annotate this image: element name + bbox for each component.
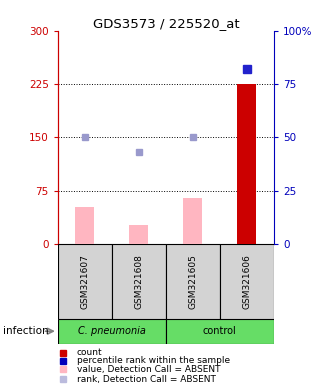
- Bar: [183, 198, 202, 244]
- Text: percentile rank within the sample: percentile rank within the sample: [77, 356, 230, 366]
- Text: GSM321608: GSM321608: [134, 254, 143, 309]
- Text: value, Detection Call = ABSENT: value, Detection Call = ABSENT: [77, 365, 220, 374]
- Bar: [237, 84, 256, 244]
- Text: GSM321605: GSM321605: [188, 254, 197, 309]
- Bar: [75, 207, 94, 244]
- Text: control: control: [203, 326, 237, 336]
- Text: GSM321607: GSM321607: [80, 254, 89, 309]
- Text: count: count: [77, 348, 102, 357]
- Text: rank, Detection Call = ABSENT: rank, Detection Call = ABSENT: [77, 375, 215, 384]
- Bar: [166, 244, 220, 319]
- Text: GSM321606: GSM321606: [242, 254, 251, 309]
- Bar: [58, 244, 112, 319]
- Bar: [112, 244, 166, 319]
- Bar: [166, 319, 274, 344]
- Bar: [220, 244, 274, 319]
- Text: infection: infection: [3, 326, 49, 336]
- Text: C. pneumonia: C. pneumonia: [78, 326, 146, 336]
- Bar: [129, 225, 148, 244]
- Title: GDS3573 / 225520_at: GDS3573 / 225520_at: [92, 17, 239, 30]
- Bar: [58, 319, 166, 344]
